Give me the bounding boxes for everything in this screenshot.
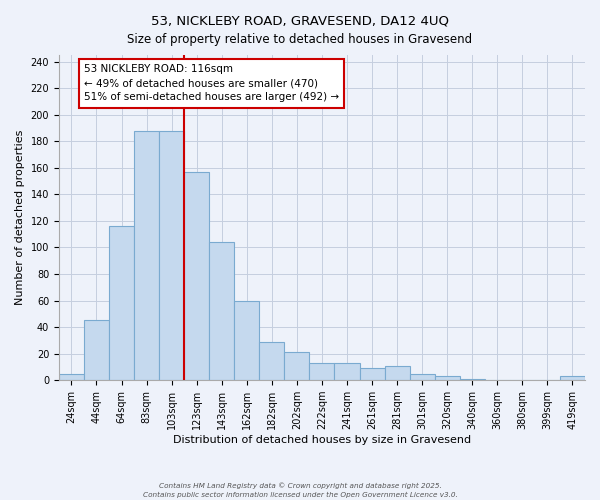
Bar (284, 352, 310, 380)
Bar (184, 172, 209, 380)
X-axis label: Distribution of detached houses by size in Gravesend: Distribution of detached houses by size … (173, 435, 471, 445)
Bar (209, 242, 234, 380)
Bar (410, 374, 434, 380)
Bar (334, 363, 359, 380)
Bar (310, 363, 334, 380)
Bar (134, 130, 159, 380)
Bar (259, 342, 284, 380)
Text: 53, NICKLEBY ROAD, GRAVESEND, DA12 4UQ: 53, NICKLEBY ROAD, GRAVESEND, DA12 4UQ (151, 15, 449, 28)
Bar (84, 320, 109, 380)
Text: Size of property relative to detached houses in Gravesend: Size of property relative to detached ho… (127, 32, 473, 46)
Text: Contains HM Land Registry data © Crown copyright and database right 2025.
Contai: Contains HM Land Registry data © Crown c… (143, 482, 457, 498)
Bar (460, 379, 485, 380)
Bar (359, 368, 385, 380)
Bar (234, 300, 259, 380)
Bar (59, 374, 84, 380)
Bar (385, 366, 410, 380)
Bar (159, 130, 184, 380)
Bar (109, 226, 134, 380)
Bar (560, 376, 585, 380)
Bar (434, 376, 460, 380)
Text: 53 NICKLEBY ROAD: 116sqm
← 49% of detached houses are smaller (470)
51% of semi-: 53 NICKLEBY ROAD: 116sqm ← 49% of detach… (84, 64, 339, 102)
Y-axis label: Number of detached properties: Number of detached properties (15, 130, 25, 306)
